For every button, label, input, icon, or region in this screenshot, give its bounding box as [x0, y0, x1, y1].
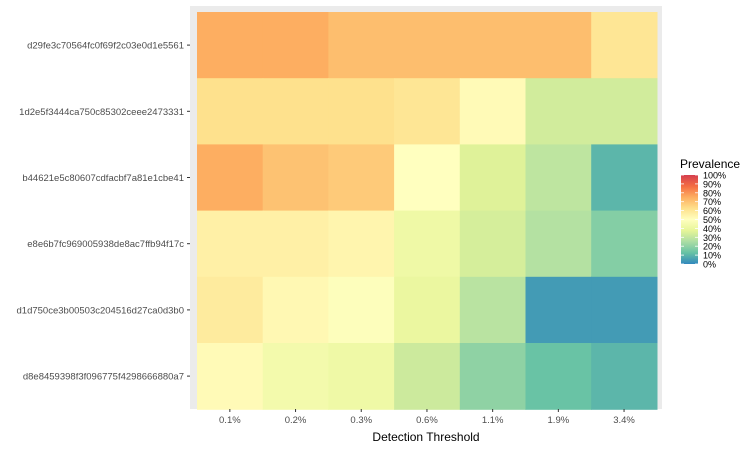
heatmap-cell	[591, 12, 658, 79]
heatmap-cell	[328, 276, 395, 344]
heatmap-cell	[197, 144, 264, 212]
heatmap-cell	[525, 276, 592, 344]
heatmap-cell	[394, 210, 461, 278]
heatmap-cell	[591, 210, 658, 278]
heatmap-cell	[591, 144, 658, 212]
heatmap-cell	[262, 78, 329, 145]
heatmap-cell	[591, 78, 658, 145]
heatmap-cell	[394, 343, 461, 410]
heatmap-cell	[197, 12, 264, 79]
heatmap-cell	[525, 343, 592, 410]
legend-tick-label: 0%	[703, 260, 716, 270]
x-tick-label: 0.3%	[350, 415, 372, 426]
x-axis-title: Detection Threshold	[372, 430, 479, 444]
heatmap-cell	[197, 78, 264, 145]
heatmap-cell	[394, 12, 461, 79]
heatmap-cell	[328, 210, 395, 278]
legend-tick-label: 10%	[703, 251, 721, 261]
heatmap-cell	[197, 210, 264, 278]
heatmap-cell	[328, 12, 395, 79]
y-axis: d29fe3c70564fc0f69f2c03e0d1e5561 1d2e5f34…	[17, 41, 190, 383]
legend-colorbar	[681, 175, 698, 264]
heatmap-cell	[262, 343, 329, 410]
heatmap-cell	[394, 78, 461, 145]
legend: Prevalence 100%90%80%70%60%50%40%30%20%1…	[680, 157, 740, 270]
y-tick-label: e8e6b7fc969005938de8ac7ffb94f17c	[27, 239, 184, 250]
heatmap-cells	[197, 12, 658, 410]
heatmap-cell	[328, 144, 395, 212]
heatmap-cell	[591, 276, 658, 344]
heatmap-cell	[459, 276, 527, 344]
x-axis: 0.1% 0.2% 0.3% 0.6% 1.1% 1.9% 3.4%	[219, 409, 635, 426]
heatmap-cell	[459, 343, 527, 410]
legend-tick-label: 80%	[703, 188, 721, 198]
heatmap-cell	[262, 12, 329, 79]
heatmap-cell	[262, 210, 329, 278]
legend-tick-label: 40%	[703, 224, 721, 234]
y-tick-label: d1d750ce3b00503c204516d27ca0d3b0	[17, 305, 184, 316]
heatmap-cell	[394, 144, 461, 212]
x-tick-label: 0.1%	[219, 415, 241, 426]
legend-tick-label: 30%	[703, 233, 721, 243]
heatmap-cell	[328, 78, 395, 145]
heatmap-cell	[394, 276, 461, 344]
x-tick-label: 1.1%	[482, 415, 504, 426]
heatmap-cell	[328, 343, 395, 410]
heatmap-cell	[197, 343, 264, 410]
y-tick-label: d8e8459398f3f096775f4298666880a7	[23, 372, 184, 383]
x-tick-label: 0.6%	[416, 415, 438, 426]
y-tick-label: d29fe3c70564fc0f69f2c03e0d1e5561	[27, 41, 184, 52]
heatmap-cell	[525, 12, 592, 79]
heatmap-cell	[459, 78, 527, 145]
legend-tick-label: 90%	[703, 179, 721, 189]
legend-tick-label: 70%	[703, 197, 721, 207]
heatmap-cell	[197, 276, 264, 344]
legend-tick-label: 50%	[703, 215, 721, 225]
heatmap-cell	[262, 276, 329, 344]
legend-tick-label: 60%	[703, 206, 721, 216]
heatmap-cell	[459, 144, 527, 212]
legend-tick-label: 100%	[703, 171, 726, 181]
x-tick-label: 1.9%	[548, 415, 570, 426]
y-tick-label: 1d2e5f3444ca750c85302ceee2473331	[19, 107, 184, 118]
heatmap-cell	[525, 78, 592, 145]
heatmap-cell	[591, 343, 658, 410]
heatmap-cell	[262, 144, 329, 212]
heatmap-cell	[459, 210, 527, 278]
legend-title: Prevalence	[680, 157, 740, 171]
x-tick-label: 0.2%	[285, 415, 307, 426]
x-tick-label: 3.4%	[613, 415, 635, 426]
heatmap-cell	[459, 12, 527, 79]
y-tick-label: b44621e5c80607cdfacbf7a81e1cbe41	[22, 173, 184, 184]
legend-tick-label: 20%	[703, 242, 721, 252]
heatmap-cell	[525, 144, 592, 212]
heatmap-cell	[525, 210, 592, 278]
